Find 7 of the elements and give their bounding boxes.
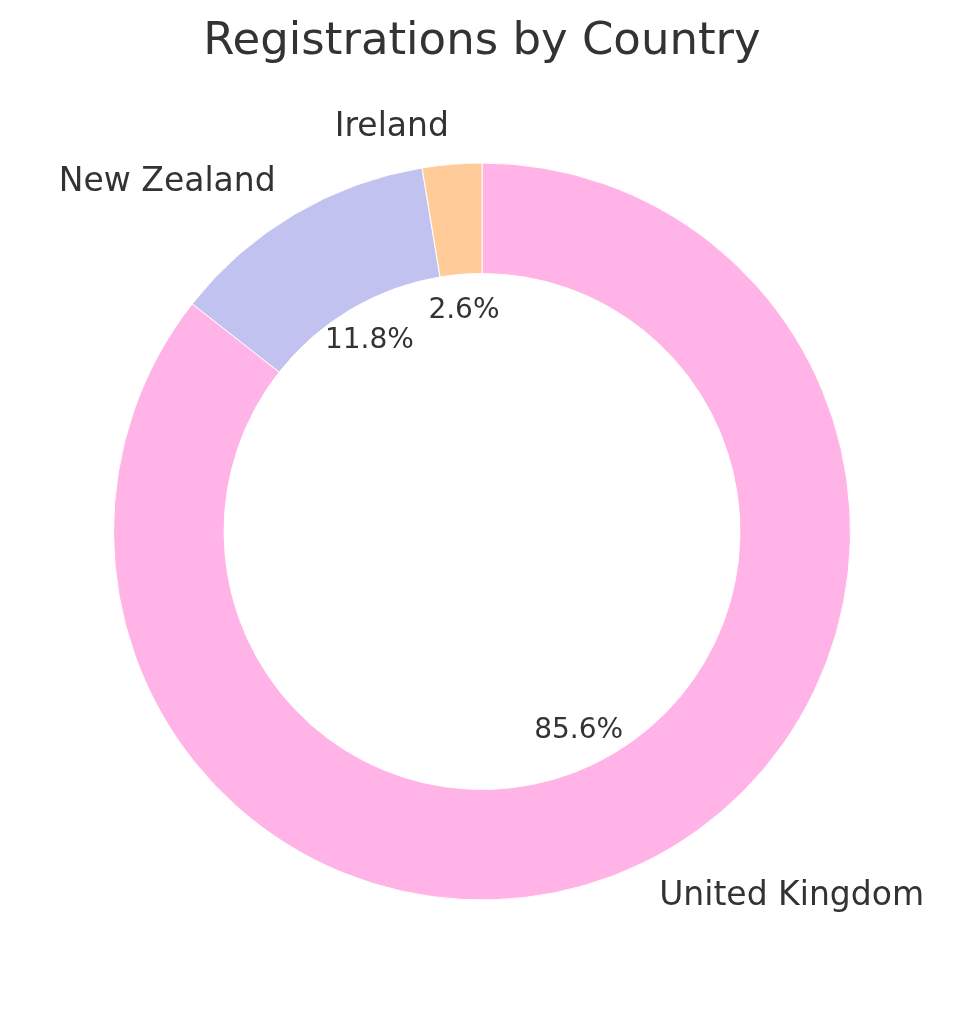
chart-title: Registrations by Country — [203, 12, 761, 65]
slice-label: United Kingdom — [659, 873, 925, 913]
data-label: 85.6% — [534, 711, 624, 745]
data-label: 11.8% — [324, 322, 414, 356]
slice-label: New Zealand — [58, 160, 276, 200]
slice-label: Ireland — [334, 105, 449, 145]
data-label: 2.6% — [428, 292, 500, 326]
